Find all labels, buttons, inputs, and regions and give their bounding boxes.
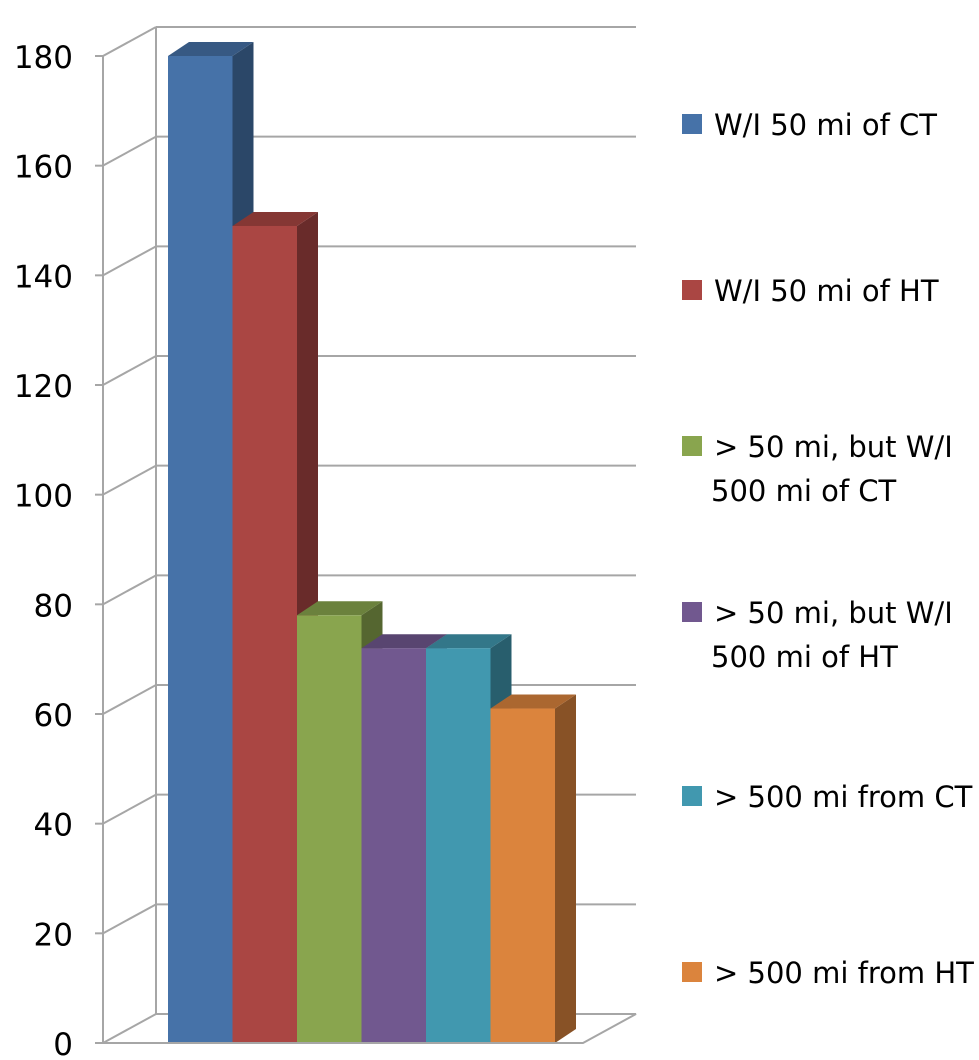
legend-key — [682, 962, 702, 982]
legend-label: W/I 50 mi of HT — [714, 274, 939, 308]
legend-key — [682, 436, 702, 456]
y-tick-label: 100 — [14, 479, 73, 515]
legend-label: > 500 mi from HT — [714, 956, 974, 990]
bar-top — [232, 211, 318, 226]
legend-label: > 500 mi from CT — [714, 780, 973, 814]
bar — [297, 615, 362, 1043]
y-tick-label: 140 — [14, 259, 73, 295]
legend-key — [682, 280, 702, 300]
bar-top — [297, 601, 383, 616]
legend-key — [682, 602, 702, 622]
y-tick-label: 180 — [14, 40, 73, 76]
bar-top — [426, 634, 512, 649]
y-tick-label: 20 — [34, 917, 73, 953]
legend-label: W/I 50 mi of CT — [714, 108, 937, 142]
legend-label: > 50 mi, but W/I 500 mi of HT — [711, 596, 953, 674]
bar-top — [490, 694, 576, 709]
gridline-diagonal — [102, 903, 157, 935]
gridline-diagonal — [102, 26, 157, 57]
gridline-diagonal — [102, 793, 157, 825]
y-tick-label: 160 — [14, 150, 73, 186]
gridline-diagonal — [102, 245, 157, 277]
y-tick-label: 60 — [34, 698, 73, 734]
bar — [426, 648, 491, 1043]
bar — [232, 225, 297, 1043]
bar — [168, 56, 233, 1043]
gridline-diagonal — [102, 464, 157, 496]
y-tick-label: 80 — [34, 588, 73, 624]
bar — [361, 648, 426, 1043]
gridline-diagonal — [102, 574, 157, 606]
y-tick-label: 0 — [53, 1027, 73, 1060]
gridline-diagonal — [102, 355, 157, 386]
gridline-diagonal — [102, 684, 157, 715]
bar-side — [555, 694, 576, 1043]
legend-label: > 50 mi, but W/I 500 mi of CT — [711, 430, 953, 508]
legend-key — [682, 786, 702, 806]
gridline-diagonal — [102, 135, 157, 167]
legend-key — [682, 114, 702, 134]
bar-top — [361, 634, 447, 649]
y-tick-label: 40 — [34, 808, 73, 844]
bar — [490, 708, 555, 1043]
bar-top — [168, 42, 254, 56]
y-tick-label: 120 — [14, 369, 73, 405]
